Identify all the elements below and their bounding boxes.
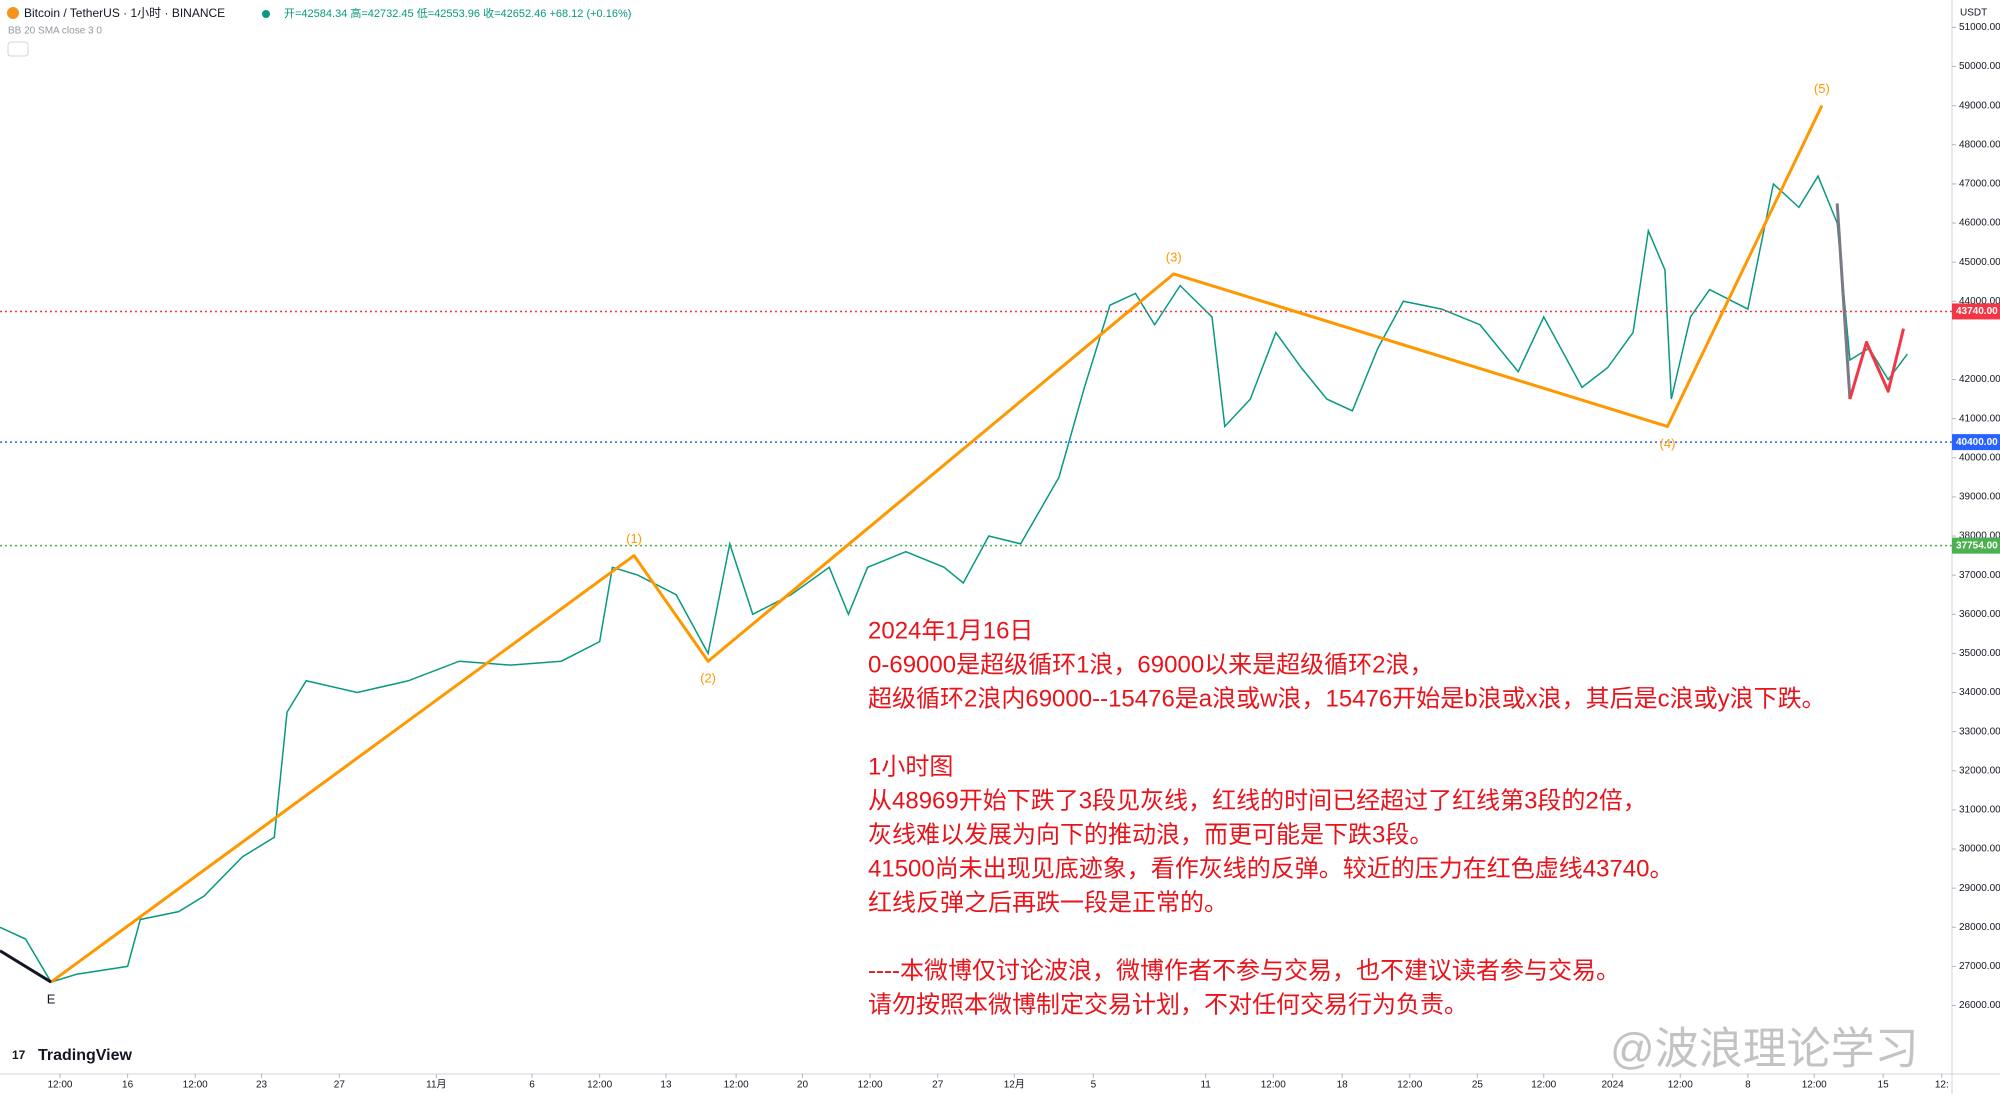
y-tick-label: 50000.00 <box>1959 61 2000 72</box>
symbol: Bitcoin / TetherUS · 1小时 · BINANCE <box>24 6 225 20</box>
indicator: BB 20 SMA close 3 0 <box>8 26 102 37</box>
y-tick-label: 28000.00 <box>1959 922 2000 933</box>
annotation-line: 超级循环2浪内69000--15476是a浪或w浪，15476开始是b浪或x浪，… <box>868 685 1826 712</box>
y-tick-label: 37000.00 <box>1959 570 2000 581</box>
wave-line <box>50 104 1824 984</box>
y-tick-label: 44000.00 <box>1959 296 2000 307</box>
annotation-line: 红线反弹之后再跌一段是正常的。 <box>868 889 1228 916</box>
x-tick-label: 5 <box>1091 1080 1097 1091</box>
annotation-line: 1小时图 <box>868 753 953 780</box>
wave-line <box>1848 328 1905 400</box>
y-tick-label: 51000.00 <box>1959 22 2000 33</box>
annotation-line: 2024年1月16日 <box>868 617 1033 644</box>
status-dot <box>262 10 270 18</box>
ohlc: 开=42584.34 高=42732.45 低=42553.96 收=42652… <box>284 6 631 20</box>
y-tick-label: 39000.00 <box>1959 492 2000 503</box>
y-tick-label: 48000.00 <box>1959 139 2000 150</box>
x-tick-label: 6 <box>529 1080 535 1091</box>
x-tick-label: 12:00 <box>183 1080 208 1091</box>
level-label-box <box>1952 434 2000 451</box>
collapse-button[interactable] <box>7 41 29 57</box>
wave-label: (1) <box>626 531 642 546</box>
wave-label: E <box>47 991 56 1006</box>
y-tick-label: 36000.00 <box>1959 609 2000 620</box>
level-label-box <box>1952 537 2000 554</box>
x-tick-label: 12: <box>1935 1080 1949 1091</box>
y-tick-label: 34000.00 <box>1959 687 2000 698</box>
price-unit: USDT <box>1960 8 1987 19</box>
x-tick-label: 27 <box>334 1080 346 1091</box>
level-label: 37754.00 <box>1956 540 1998 551</box>
wave-label: (4) <box>1660 436 1676 451</box>
y-tick-label: 33000.00 <box>1959 726 2000 737</box>
x-tick-label: 12:00 <box>1668 1080 1693 1091</box>
y-tick-label: 47000.00 <box>1959 179 2000 190</box>
x-tick-label: 12:00 <box>587 1080 612 1091</box>
wave-label: (3) <box>1166 249 1182 264</box>
price-line <box>0 174 1908 983</box>
x-tick-label: 20 <box>797 1080 809 1091</box>
annotation-line: 41500尚未出现见底迹象，看作灰线的反弹。较近的压力在红色虚线43740。 <box>868 855 1673 882</box>
y-tick-label: 41000.00 <box>1959 413 2000 424</box>
y-tick-label: 31000.00 <box>1959 805 2000 816</box>
x-tick-label: 12:00 <box>724 1080 749 1091</box>
x-tick-label: 27 <box>932 1080 944 1091</box>
y-tick-label: 49000.00 <box>1959 100 2000 111</box>
x-tick-label: 12:00 <box>1802 1080 1827 1091</box>
y-tick-label: 46000.00 <box>1959 218 2000 229</box>
annotation-line: 从48969开始下跌了3段见灰线，红线的时间已经超过了红线第3段的2倍， <box>868 787 1647 814</box>
x-tick-label: 12:00 <box>858 1080 883 1091</box>
x-tick-label: 12:00 <box>1531 1080 1556 1091</box>
y-tick-label: 27000.00 <box>1959 961 2000 972</box>
y-tick-label: 38000.00 <box>1959 531 2000 542</box>
annotation-line: 0-69000是超级循环1浪，69000以来是超级循环2浪， <box>868 651 1434 678</box>
watermark: @波浪理论学习 <box>1610 1025 1919 1074</box>
y-tick-label: 40000.00 <box>1959 452 2000 463</box>
annotation-line: 灰线难以发展为向下的推动浪，而更可能是下跌3段。 <box>868 821 1433 848</box>
x-tick-label: 12:00 <box>1397 1080 1422 1091</box>
x-tick-label: 12:00 <box>47 1080 72 1091</box>
x-tick-label: 11 <box>1200 1080 1211 1091</box>
y-tick-label: 26000.00 <box>1959 1000 2000 1011</box>
x-tick-label: 25 <box>1472 1080 1484 1091</box>
y-tick-label: 32000.00 <box>1959 765 2000 776</box>
wave-line <box>0 949 52 984</box>
level-label: 40400.00 <box>1956 437 1998 448</box>
x-tick-label: 13 <box>660 1080 672 1091</box>
annotation-line: 请勿按照本微博制定交易计划，不对任何交易行为负责。 <box>868 991 1468 1018</box>
x-tick-label: 12:00 <box>1261 1080 1286 1091</box>
x-tick-label: 11月 <box>426 1079 446 1091</box>
y-tick-label: 45000.00 <box>1959 257 2000 268</box>
logo-mark: 17 <box>12 1048 26 1062</box>
x-tick-label: 16 <box>122 1080 134 1091</box>
x-tick-label: 23 <box>256 1080 268 1091</box>
y-tick-label: 29000.00 <box>1959 883 2000 894</box>
annotation-line: ----本微博仅讨论波浪，微博作者不参与交易，也不建议读者参与交易。 <box>868 957 1620 984</box>
wave-label: (2) <box>700 671 716 686</box>
x-tick-label: 12月 <box>1004 1079 1025 1091</box>
level-label-box <box>1952 303 2000 320</box>
level-label: 43740.00 <box>1956 306 1998 317</box>
symbol-icon <box>7 7 19 19</box>
x-tick-label: 15 <box>1878 1080 1890 1091</box>
y-tick-label: 30000.00 <box>1959 844 2000 855</box>
x-tick-label: 2024 <box>1602 1080 1625 1091</box>
y-tick-label: 35000.00 <box>1959 648 2000 659</box>
wave-label: (5) <box>1814 81 1830 96</box>
x-tick-label: 18 <box>1337 1080 1349 1091</box>
y-tick-label: 42000.00 <box>1959 374 2000 385</box>
wave-line <box>1835 203 1852 400</box>
x-tick-label: 8 <box>1745 1080 1751 1091</box>
logo: TradingView <box>38 1047 133 1064</box>
